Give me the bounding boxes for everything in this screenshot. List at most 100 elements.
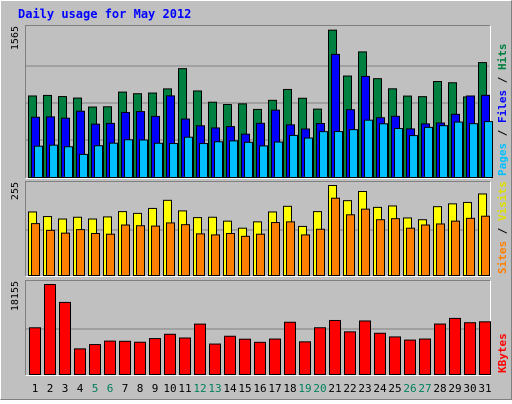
legend-text-visits: Visits [496, 181, 509, 221]
bar-pages-day-28 [439, 125, 448, 179]
bar-sites-day-28 [436, 223, 445, 276]
x-tick-label-day-14: 14 [223, 382, 237, 395]
x-tick-label-day-26: 26 [403, 382, 416, 395]
bar-kbytes-day-4 [74, 348, 86, 375]
x-tick-label-day-7: 7 [122, 382, 129, 395]
bar-sites-day-20 [316, 228, 325, 277]
bar-pages-day-25 [394, 128, 403, 178]
bar-pages-day-31 [484, 121, 493, 178]
bar-sites-day-14 [226, 233, 235, 276]
bar-sites-day-4 [76, 229, 85, 276]
bar-pages-day-22 [349, 129, 358, 178]
panel-volume-shadow-edge [25, 280, 491, 376]
bar-kbytes-day-30 [464, 322, 476, 375]
bar-kbytes-day-22 [344, 331, 356, 375]
bar-pages-day-20 [319, 131, 328, 178]
bar-sites-day-22 [346, 214, 355, 276]
bar-kbytes-day-18 [284, 321, 296, 376]
bar-sites-day-27 [421, 224, 430, 277]
bar-pages-day-7 [124, 139, 133, 178]
bar-pages-day-5 [94, 145, 103, 178]
panel-traffic-shadow-edge [25, 25, 491, 179]
bar-pages-day-3 [64, 146, 73, 179]
x-tick-label-day-13: 13 [208, 382, 221, 395]
bar-pages-day-9 [154, 142, 163, 178]
panel-traffic-legend-label: Pages / Files / Hits [496, 44, 509, 177]
bar-kbytes-day-21 [329, 319, 341, 376]
x-tick-label-day-30: 30 [463, 382, 476, 395]
bar-sites-day-3 [61, 232, 70, 277]
legend-text-kbytes: KBytes [496, 333, 509, 373]
panel-volume-ymax-label: 18155 [10, 281, 21, 311]
bar-kbytes-day-5 [89, 344, 101, 376]
bar-pages-day-13 [214, 141, 223, 178]
bar-sites-day-11 [181, 224, 190, 276]
panel-visitors: 255 Sites / Visits [10, 181, 509, 277]
bar-kbytes-day-23 [359, 320, 371, 375]
bar-sites-day-17 [271, 222, 280, 276]
x-tick-label-day-15: 15 [238, 382, 251, 395]
bar-pages-day-6 [109, 142, 118, 179]
bar-kbytes-day-2 [44, 284, 56, 375]
bar-pages-day-11 [184, 136, 193, 179]
bar-pages-day-30 [469, 123, 478, 178]
x-tick-label-day-12: 12 [193, 382, 206, 395]
bar-kbytes-day-20 [314, 327, 326, 375]
bar-pages-day-2 [49, 144, 58, 178]
x-tick-label-day-2: 2 [47, 382, 54, 395]
x-tick-label-day-25: 25 [388, 382, 401, 395]
panel-traffic-ymax-label: 1565 [10, 26, 21, 50]
bar-pages-day-21 [334, 131, 343, 178]
bar-sites-day-2 [46, 229, 55, 277]
bar-pages-day-1 [34, 145, 43, 179]
panel-visitors-legend-label: Sites / Visits [496, 181, 509, 274]
bar-sites-day-15 [241, 235, 250, 277]
bar-pages-day-12 [199, 143, 208, 178]
bar-kbytes-day-26 [404, 339, 416, 376]
x-tick-label-day-11: 11 [178, 382, 191, 395]
bar-pages-day-8 [139, 139, 148, 178]
bar-pages-day-14 [229, 140, 238, 178]
bar-pages-day-4 [79, 153, 88, 179]
bar-kbytes-day-12 [194, 323, 206, 375]
x-tick-label-day-8: 8 [137, 382, 144, 395]
bar-pages-day-16 [259, 145, 268, 179]
x-tick-label-day-23: 23 [358, 382, 371, 395]
x-axis-labels: 1 2 3 4 5 6 7 8 9 10 11 12 13 14 15 16 17 18 19 20 21 22 23 24 2… [32, 382, 492, 395]
chart-title: Daily usage for May 2012 [18, 7, 191, 21]
bar-sites-day-25 [391, 218, 400, 276]
x-tick-label-day-22: 22 [343, 382, 356, 395]
bar-kbytes-day-14 [224, 335, 236, 376]
x-tick-label-day-19: 19 [298, 382, 311, 395]
x-tick-label-day-1: 1 [32, 382, 39, 395]
bar-kbytes-day-15 [239, 338, 251, 375]
x-tick-label-day-18: 18 [283, 382, 296, 395]
bar-pages-day-27 [424, 126, 433, 178]
bar-sites-day-18 [286, 221, 295, 276]
bar-pages-day-17 [274, 141, 283, 178]
bar-sites-day-30 [466, 217, 475, 277]
x-tick-label-day-5: 5 [92, 382, 99, 395]
bar-kbytes-day-1 [29, 327, 41, 375]
legend-text-: / [496, 123, 509, 143]
panel-visitors-light-edge [25, 181, 491, 277]
bar-kbytes-day-3 [59, 301, 71, 375]
legend-text-pages: Pages [496, 143, 509, 176]
bar-kbytes-day-25 [389, 336, 401, 376]
chart-panels: 1565 Pages / Files / Hits 255 Sites / Visit… [10, 25, 509, 376]
legend-text-: / [496, 70, 509, 90]
x-tick-label-day-29: 29 [448, 382, 461, 395]
bar-kbytes-day-6 [104, 340, 116, 375]
bar-kbytes-day-27 [419, 338, 431, 375]
bar-sites-day-31 [481, 215, 490, 277]
bar-sites-day-8 [136, 225, 145, 276]
panel-volume-legend-label: KBytes [496, 333, 509, 373]
x-tick-label-day-17: 17 [268, 382, 281, 395]
bar-kbytes-day-16 [254, 341, 266, 375]
bar-kbytes-day-19 [299, 341, 311, 375]
bar-kbytes-day-7 [119, 340, 131, 376]
bar-kbytes-day-24 [374, 332, 386, 376]
bar-kbytes-day-8 [134, 341, 146, 375]
